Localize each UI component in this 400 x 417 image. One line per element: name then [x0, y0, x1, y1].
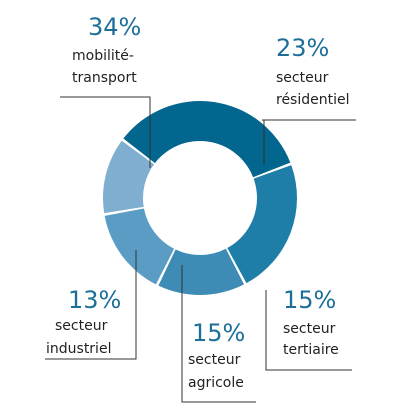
slice-mobilite-transport	[123, 101, 291, 178]
slice-agricole	[104, 208, 175, 285]
percent-tertiaire: 15%	[283, 286, 336, 314]
label-residentiel-line2: résidentiel	[276, 92, 350, 108]
label-mobilite-transport-line2: transport	[72, 70, 137, 86]
leader-line-industriel	[45, 250, 137, 360]
label-residentiel-line1: secteur	[276, 70, 329, 86]
slice-industriel	[103, 140, 155, 214]
percent-agricole: 15%	[192, 319, 245, 347]
label-agricole-line1: secteur	[188, 352, 241, 368]
label-industriel-line1: secteur	[55, 318, 108, 334]
label-mobilite-transport-line1: mobilité-	[72, 48, 134, 64]
percent-residentiel: 23%	[276, 34, 329, 62]
slice-tertiaire	[158, 248, 245, 295]
percent-industriel: 13%	[68, 286, 121, 314]
slice-residentiel	[227, 165, 297, 284]
leader-lines	[45, 96, 356, 403]
label-agricole-line2: agricole	[188, 375, 244, 391]
percent-mobilite-transport: 34%	[88, 13, 141, 41]
leader-line-mobilite-transport	[60, 96, 151, 168]
donut-slices	[103, 101, 297, 295]
leader-line-agricole	[181, 265, 256, 403]
leader-line-tertiaire	[265, 290, 352, 371]
label-tertiaire-line1: secteur	[283, 321, 336, 337]
label-tertiaire-line2: tertiaire	[283, 342, 339, 358]
label-industriel-line2: industriel	[46, 341, 111, 357]
